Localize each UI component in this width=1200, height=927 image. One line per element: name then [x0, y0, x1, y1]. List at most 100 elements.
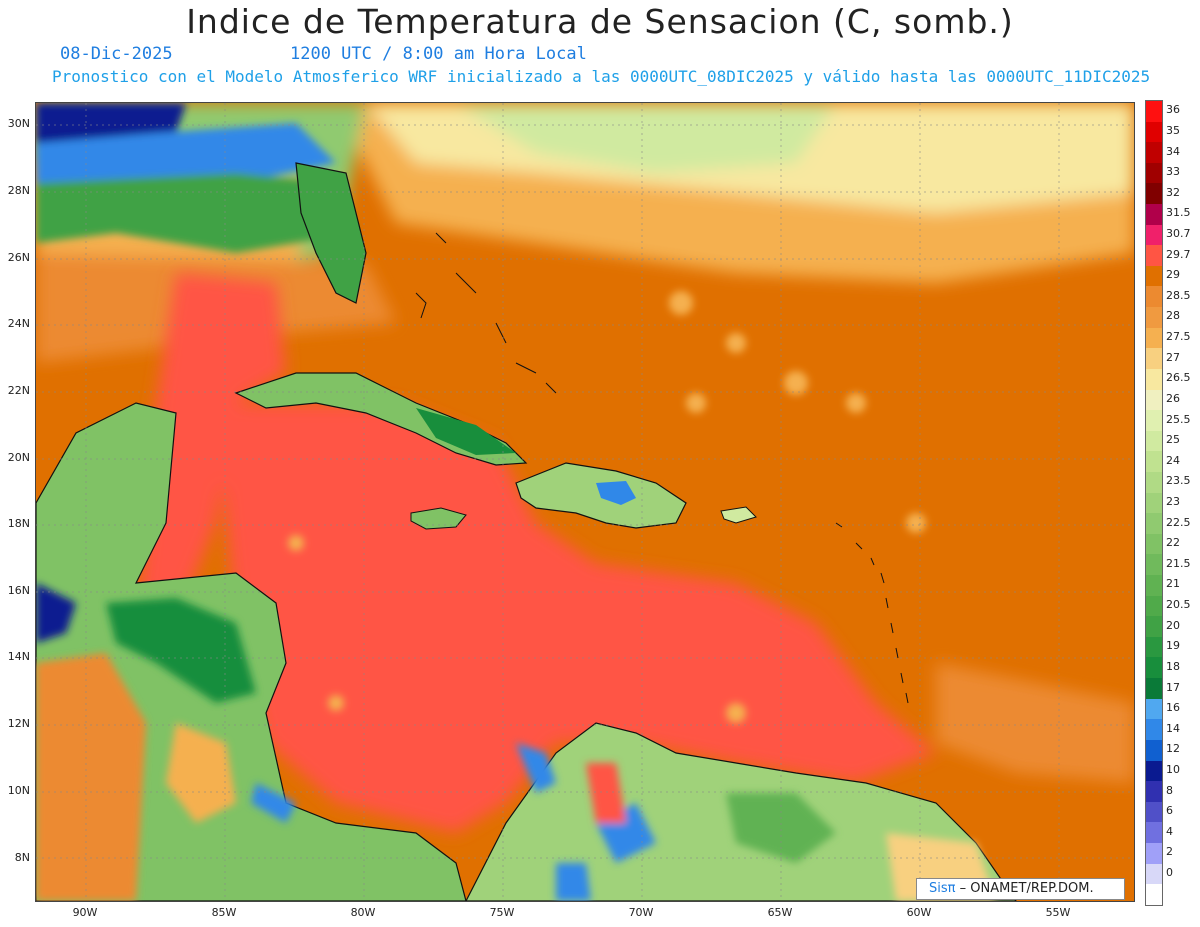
legend-label: 14	[1166, 721, 1180, 735]
legend-swatch	[1146, 307, 1162, 328]
lon-label: 55W	[1045, 906, 1071, 919]
legend-swatch	[1146, 430, 1162, 452]
legend-label: 25.5	[1166, 412, 1191, 426]
legend-swatch	[1146, 616, 1162, 637]
legend-swatch	[1146, 348, 1162, 369]
lat-label: 24N	[7, 317, 30, 330]
legend-label: 29.7	[1166, 247, 1191, 261]
legend-label: 8	[1166, 783, 1173, 797]
legend-swatch	[1146, 636, 1162, 658]
forecast-date: 08-Dic-2025	[60, 44, 173, 64]
legend-swatch	[1146, 101, 1162, 122]
legend-swatch	[1146, 781, 1162, 802]
legend-swatch	[1146, 884, 1162, 905]
legend-swatch	[1146, 245, 1162, 266]
legend-label: 17	[1166, 680, 1180, 694]
legend-label: 28.5	[1166, 288, 1191, 302]
lat-label: 14N	[7, 650, 30, 663]
legend-label: 21	[1166, 577, 1180, 591]
legend-label: 26.5	[1166, 371, 1191, 385]
lat-label: 30N	[7, 117, 30, 130]
lon-label: 80W	[350, 906, 376, 919]
lat-label: 12N	[7, 717, 30, 730]
legend-swatch	[1146, 801, 1162, 823]
legend-swatch	[1146, 575, 1162, 596]
legend-label: 6	[1166, 804, 1173, 818]
legend-label: 23	[1166, 495, 1180, 508]
legend-swatch	[1146, 822, 1162, 843]
legend-label: 36	[1166, 103, 1180, 117]
lat-label: 8N	[14, 851, 30, 864]
legend-label: 0	[1166, 866, 1173, 880]
legend-label: 19	[1166, 639, 1180, 653]
legend-label: 26	[1166, 391, 1180, 405]
legend-label: 27	[1166, 350, 1180, 364]
legend-label: 18	[1166, 659, 1180, 673]
legend-swatch	[1146, 719, 1162, 740]
legend-swatch	[1146, 162, 1162, 184]
legend-label: 29	[1166, 268, 1180, 282]
lon-label: 90W	[72, 906, 98, 919]
legend-label: 20.5	[1166, 598, 1191, 612]
legend-swatch	[1146, 286, 1162, 308]
legend-label: 35	[1166, 123, 1180, 137]
legend-swatch	[1146, 698, 1162, 720]
legend-swatch	[1146, 678, 1162, 699]
lon-label: 65W	[767, 906, 793, 919]
legend-swatch	[1146, 204, 1162, 225]
legend-label: 20	[1166, 618, 1180, 632]
legend-swatch	[1146, 554, 1162, 576]
legend-label: 28	[1166, 309, 1180, 323]
lat-label: 16N	[7, 584, 30, 597]
lat-label: 10N	[7, 784, 30, 797]
lat-label: 26N	[7, 251, 30, 264]
legend-label: 22	[1166, 536, 1180, 550]
credit-text: – ONAMET/REP.DOM.	[955, 881, 1094, 896]
legend-swatch	[1146, 265, 1162, 287]
legend-label: 16	[1166, 701, 1180, 715]
legend-swatch	[1146, 121, 1162, 143]
legend-swatch	[1146, 760, 1162, 782]
legend-label: 4	[1166, 824, 1173, 838]
heat-index-map	[35, 102, 1135, 902]
legend-label: 27.5	[1166, 330, 1191, 344]
lon-label: 70W	[628, 906, 654, 919]
legend-swatch	[1146, 492, 1162, 514]
legend-swatch	[1146, 595, 1162, 617]
lat-label: 18N	[7, 517, 30, 530]
legend-swatch	[1146, 327, 1162, 349]
legend-label: 12	[1166, 742, 1180, 756]
legend-label: 33	[1166, 165, 1180, 179]
legend-swatch	[1146, 533, 1162, 555]
legend-swatch	[1146, 142, 1162, 163]
legend-swatch	[1146, 842, 1162, 864]
legend-label: 2	[1166, 845, 1173, 859]
legend-swatch	[1146, 410, 1162, 431]
legend-swatch	[1146, 368, 1162, 390]
lat-label: 22N	[7, 384, 30, 397]
legend-label: 21.5	[1166, 556, 1191, 570]
lon-label: 75W	[489, 906, 515, 919]
legend-swatch	[1146, 471, 1162, 493]
legend-swatch	[1146, 451, 1162, 472]
legend-label: 30.7	[1166, 227, 1191, 240]
legend-label: 22.5	[1166, 515, 1191, 529]
legend-swatch	[1146, 183, 1162, 205]
legend-swatch	[1146, 513, 1162, 534]
lon-label: 60W	[906, 906, 932, 919]
legend-swatch	[1146, 389, 1162, 411]
color-legend	[1145, 100, 1163, 906]
legend-label: 24	[1166, 453, 1180, 467]
legend-swatch	[1146, 863, 1162, 885]
legend-swatch	[1146, 657, 1162, 679]
sispi-logo: Sisπ	[929, 881, 956, 896]
legend-label: 34	[1166, 144, 1180, 158]
map-title: Indice de Temperatura de Sensacion (C, s…	[186, 2, 1014, 41]
forecast-time: 1200 UTC / 8:00 am Hora Local	[290, 44, 587, 64]
lon-label: 85W	[211, 906, 237, 919]
legend-label: 31.5	[1166, 206, 1191, 220]
legend-swatch	[1146, 224, 1162, 246]
lat-label: 20N	[7, 451, 30, 464]
legend-label: 10	[1166, 763, 1180, 776]
legend-label: 23.5	[1166, 474, 1191, 488]
